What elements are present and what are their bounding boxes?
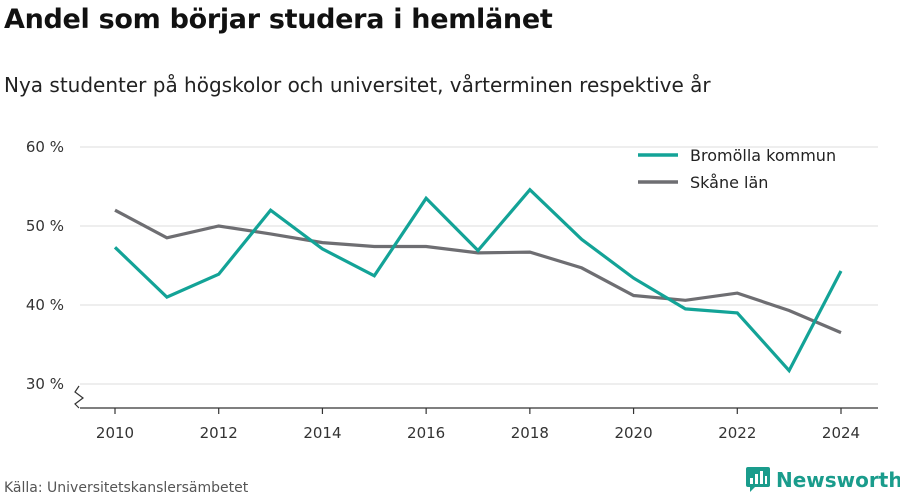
chart-title: Andel som börjar studera i hemlänet [4, 4, 553, 35]
y-axis-ticks: 30 % 40 % 50 % 60 % [26, 138, 64, 393]
y-tick-label: 40 % [26, 296, 64, 314]
y-tick-label: 50 % [26, 217, 64, 235]
legend-label: Bromölla kommun [690, 146, 836, 165]
x-tick-label: 2016 [407, 424, 445, 442]
x-tick-label: 2010 [96, 424, 134, 442]
grid-lines [80, 146, 878, 385]
legend-label: Skåne län [690, 173, 768, 192]
series-lines [113, 187, 843, 374]
y-tick-label: 60 % [26, 138, 64, 156]
legend: Bromölla kommun Skåne län [638, 146, 836, 192]
y-tick-label: 30 % [26, 375, 64, 393]
chart-subtitle: Nya studenter på högskolor och universit… [4, 73, 711, 97]
brand-logo[interactable]: Newsworthy [746, 467, 900, 493]
brand-name: Newsworthy [776, 468, 900, 492]
x-tick-label: 2020 [614, 424, 652, 442]
series-line-bromölla-kommun [113, 187, 843, 374]
x-tick-label: 2014 [303, 424, 341, 442]
x-tick-label: 2024 [822, 424, 860, 442]
x-tick-label: 2022 [718, 424, 756, 442]
newsworthy-logo-icon [746, 467, 770, 492]
series-line-skåne-län [114, 208, 842, 335]
x-tick-label: 2018 [511, 424, 549, 442]
x-axis [74, 385, 878, 409]
y-axis-break-icon [74, 385, 84, 409]
x-tick-label: 2012 [200, 424, 238, 442]
source-note: Källa: Universitetskanslersämbetet [4, 480, 249, 496]
x-axis-ticks: 2010 2012 2014 2016 2018 2020 2022 2024 [96, 408, 860, 442]
